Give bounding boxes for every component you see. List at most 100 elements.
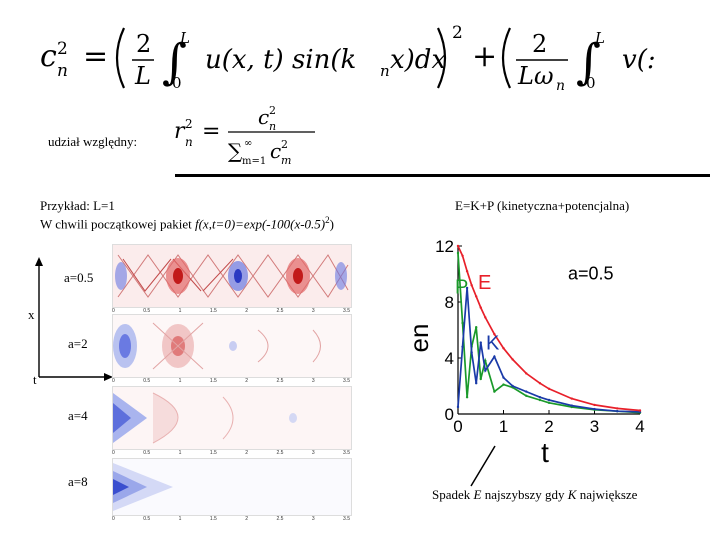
relative-share-label: udział względny:	[48, 134, 138, 149]
formula-square-1: 2	[452, 23, 463, 43]
series-point-P	[493, 390, 496, 393]
formula-equals: =	[83, 39, 108, 74]
y-tick-label: 8	[445, 293, 454, 312]
panel-ticks-3: 0 0.5 1 1.5 2 2.5 3 3.5	[112, 450, 350, 456]
series-point-P	[484, 359, 487, 362]
example-line-1: Przykład: L=1	[40, 198, 115, 213]
panel-a2-plot	[113, 315, 351, 377]
series-label-E: E	[478, 272, 491, 294]
series-point-K	[479, 341, 482, 344]
series-point-E	[538, 382, 542, 385]
svg-text:2: 2	[269, 104, 276, 117]
series-point-E	[465, 270, 469, 273]
chart-annotation: a=0.5	[568, 264, 614, 284]
formula-top-svg: c 2 n = 2 L ∫ L 0 u(x, t) sin(k n x)dx 2…	[40, 23, 656, 93]
example-line-2: W chwili początkowej pakiet f(x,t=0)=exp…	[40, 215, 334, 232]
series-point-E	[525, 372, 528, 375]
series-point-K	[502, 376, 505, 379]
series-point-K	[570, 404, 573, 407]
y-tick-label: 12	[435, 237, 454, 256]
series-point-K	[461, 345, 464, 348]
series-point-E	[593, 403, 596, 407]
series-point-K	[465, 286, 469, 290]
series-point-E	[570, 397, 573, 400]
x-tick-label: 0	[453, 417, 462, 436]
formula-frac1-den: L	[134, 62, 151, 90]
density-panel-a05	[112, 244, 352, 308]
svg-text:n: n	[269, 120, 276, 133]
density-panel-a2	[112, 314, 352, 378]
axis-label-t: t	[33, 372, 37, 387]
series-point-P	[475, 326, 478, 329]
series-point-P	[456, 251, 460, 255]
series-point-E	[470, 284, 473, 287]
formula-int-upper-2: L	[594, 29, 605, 47]
panel-a4-plot	[113, 387, 351, 449]
series-point-P	[547, 401, 551, 404]
conclusion-note: Spadek E najszybszy gdy K największe	[432, 487, 638, 502]
svg-text:2: 2	[281, 138, 288, 151]
formula-integrand-2: v(:	[622, 45, 656, 75]
series-point-P	[479, 377, 482, 381]
y-axis-label: en	[404, 324, 434, 353]
series-point-K	[511, 384, 514, 388]
relative-share-formula: r 2 n = c 2 n ∑ ∞ m=1 c 2 m	[170, 98, 320, 168]
svg-text:c: c	[258, 105, 269, 129]
series-point-K	[493, 355, 496, 358]
panel-ticks-1: 0 0.5 1 1.5 2 2.5 3 3.5	[112, 308, 350, 314]
panel-label-a4: a=4	[66, 408, 90, 424]
series-point-K	[475, 382, 478, 385]
formula-lhs-sup: 2	[57, 39, 68, 59]
axes-arrows	[35, 257, 113, 381]
x-axis-label: t	[541, 437, 549, 468]
series-point-E	[547, 387, 551, 390]
panel-a8-plot	[113, 459, 351, 515]
panel-ticks-2: 0 0.5 1 1.5 2 2.5 3 3.5	[112, 378, 350, 384]
svg-text:c: c	[270, 139, 281, 163]
series-label-P: P	[455, 277, 468, 299]
svg-text:∑: ∑	[228, 139, 243, 163]
axis-label-x: x	[28, 307, 35, 322]
series-point-P	[465, 396, 469, 399]
series-point-P	[538, 398, 542, 402]
svg-text:∞: ∞	[244, 138, 252, 149]
series-point-E	[461, 254, 464, 257]
note-pointer-line	[470, 445, 496, 487]
svg-text:r: r	[174, 119, 186, 144]
svg-text:=: =	[202, 119, 220, 144]
formula-frac1-num: 2	[136, 30, 151, 58]
formula-frac2-num: 2	[532, 30, 547, 58]
series-point-P	[525, 394, 528, 397]
formula-paren-left-2	[501, 27, 511, 89]
formula-frac2-den: Lω	[517, 62, 554, 90]
integral-sign-1: ∫	[162, 34, 187, 90]
density-panel-a4	[112, 386, 352, 450]
series-point-E	[484, 316, 487, 319]
y-tick-label: 0	[445, 405, 454, 424]
svg-text:m: m	[281, 154, 291, 167]
panel-label-a05: a=0.5	[62, 270, 96, 286]
formula-int-lower-1: 0	[172, 74, 182, 92]
series-point-K	[456, 405, 460, 409]
series-point-E	[493, 333, 496, 336]
formula-frac2-den-sub: n	[556, 78, 565, 93]
x-tick-label: 4	[635, 417, 644, 436]
formula-lhs: c	[40, 39, 57, 74]
series-point-K	[547, 398, 551, 402]
energy-chart-series	[456, 244, 642, 414]
series-label-K: K	[486, 333, 500, 355]
formula-paren-left	[115, 27, 125, 89]
energy-chart-axes	[457, 245, 641, 415]
series-point-K	[470, 351, 473, 354]
formula-paren-right	[437, 27, 447, 89]
x-tick-label: 3	[590, 417, 599, 436]
series-point-K	[484, 369, 487, 372]
series-point-E	[511, 358, 514, 361]
series-point-K	[616, 410, 619, 413]
series-point-E	[638, 409, 642, 412]
svg-text:m=1: m=1	[242, 156, 266, 167]
energy-header: E=K+P (kinetyczna+potencjalna)	[455, 198, 630, 213]
series-point-E	[475, 295, 478, 298]
formula-int-upper-1: L	[179, 29, 190, 47]
section-divider	[175, 174, 710, 177]
